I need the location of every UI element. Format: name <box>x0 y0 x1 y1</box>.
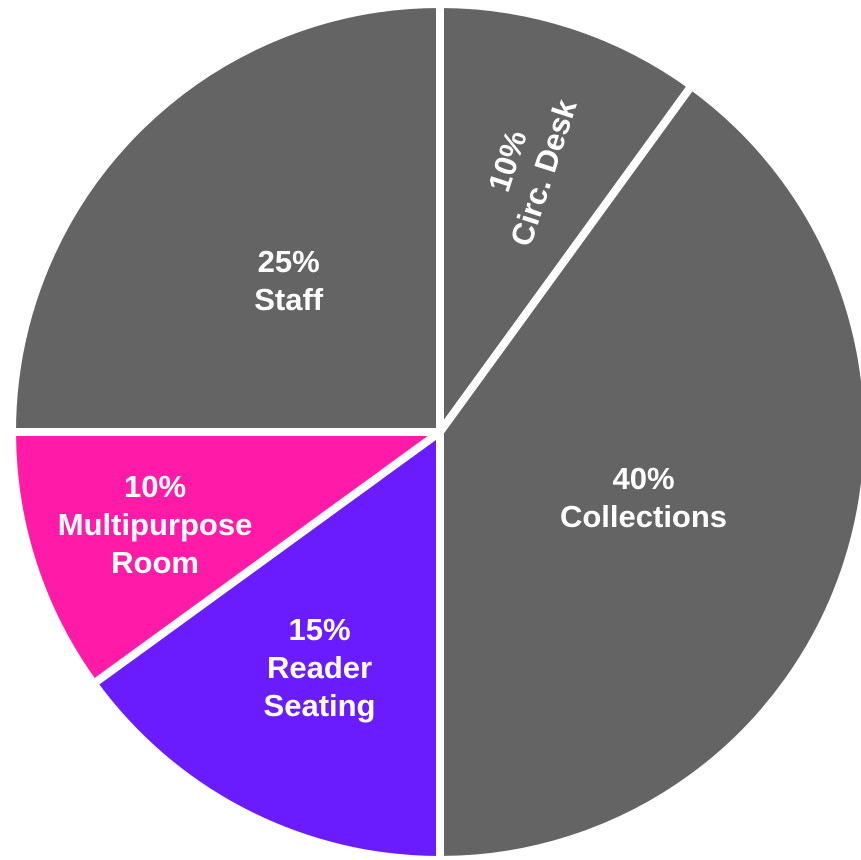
pie-slice <box>436 81 861 860</box>
pie-slice <box>436 0 696 436</box>
value-label: 25% <box>257 243 320 279</box>
pie-slice <box>8 0 444 436</box>
category-label: Staff <box>254 281 324 317</box>
value-label: 10% <box>124 468 187 504</box>
category-label: Collections <box>559 499 728 535</box>
slice-label: 40% Collections <box>514 460 774 536</box>
slice-label: 10% Multipurpose Room <box>30 468 280 582</box>
value-label: 40% <box>612 461 675 497</box>
value-label: 15% <box>288 612 351 648</box>
pie-slice <box>8 428 444 688</box>
slice-label: 25% Staff <box>159 243 419 319</box>
pie-slice <box>89 428 444 860</box>
category-label: Reader Seating <box>263 650 376 724</box>
slice-label: 15% Reader Seating <box>245 611 395 725</box>
category-label: Multipurpose Room <box>57 506 253 580</box>
